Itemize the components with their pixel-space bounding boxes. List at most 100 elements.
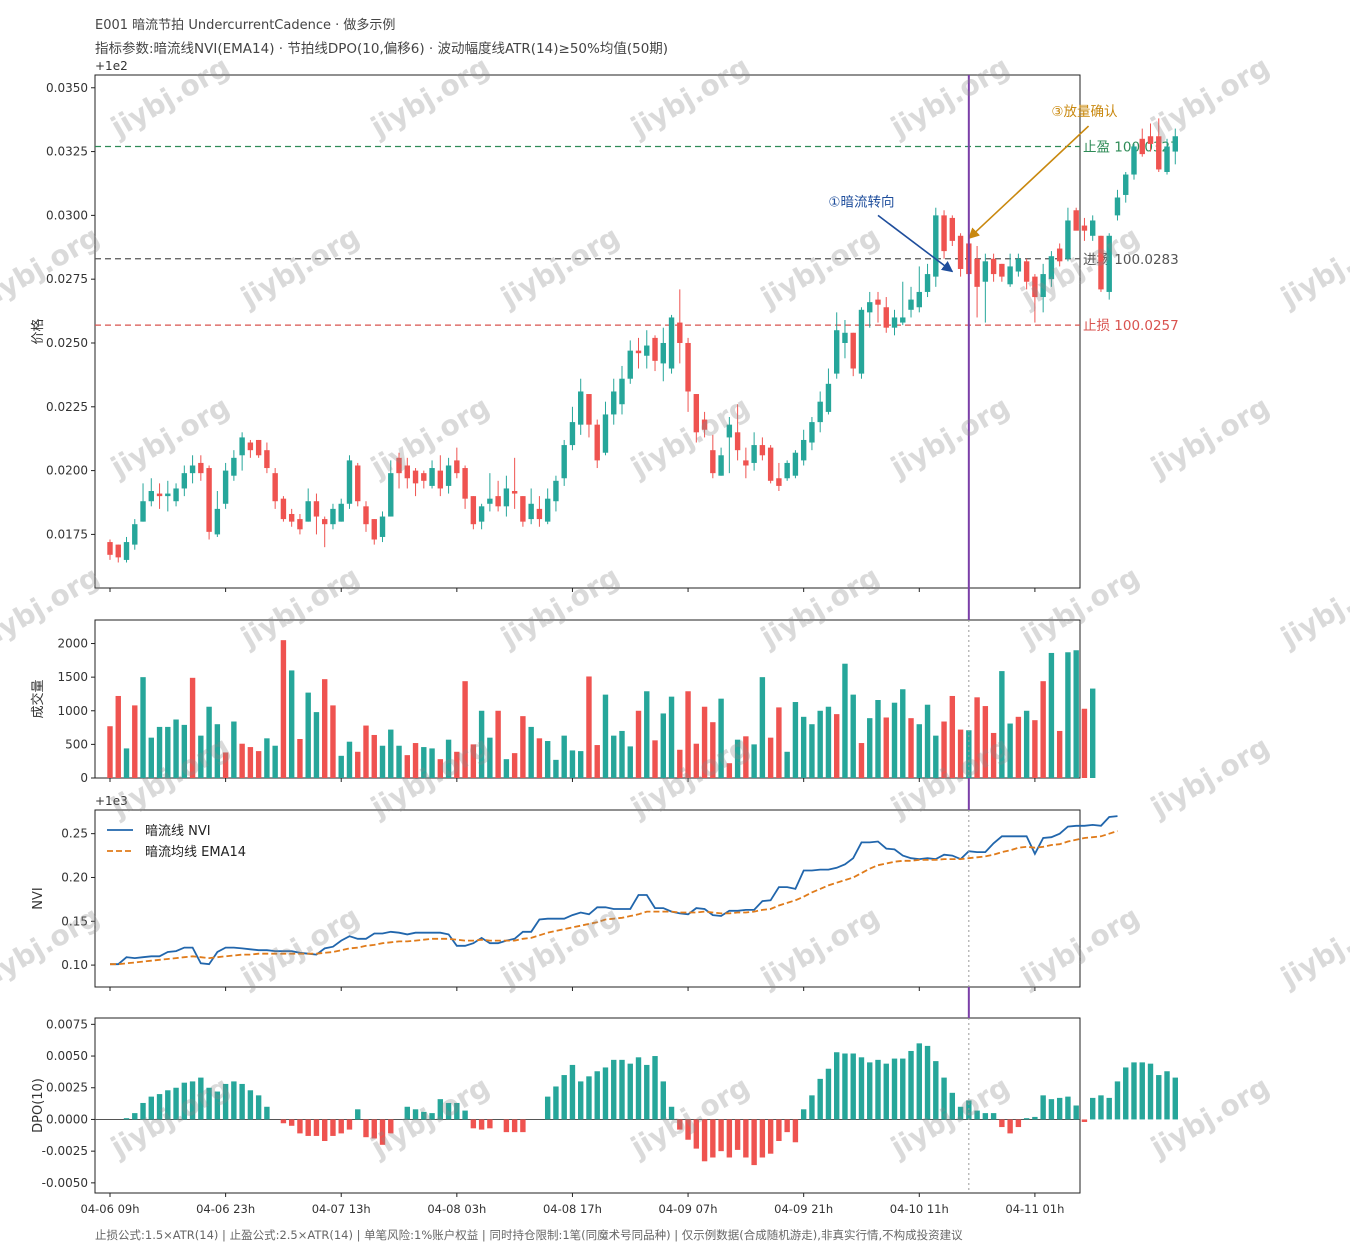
dpo-bar [239,1083,245,1120]
dpo-bar [470,1119,477,1129]
volume-bar [817,710,823,778]
candle-body [974,258,980,287]
candle-body [288,513,295,522]
dpo-bar [982,1113,989,1120]
y-tick-label: 0.0000 [46,1112,88,1126]
candle-body [338,503,344,522]
volume-bar [355,751,361,778]
candle-body [900,317,906,323]
candle-body [173,488,179,502]
dpo-bar [222,1083,229,1120]
volume-bar [206,706,212,778]
price-panel: 0.0175 0.0200 0.0225 0.0250 0.0275 0.0300 0.03… [30,59,1179,592]
dpo-bar [701,1119,708,1162]
dpo-bar [1056,1097,1063,1120]
volume-bar [140,677,146,778]
volume-bar [602,694,609,778]
dpo-bar [429,1113,435,1120]
candle-body [809,422,815,443]
dpo-bar [1065,1096,1071,1120]
volume-bar [883,717,889,778]
volume-bar [726,763,733,778]
volume-bar [520,716,526,778]
volume-bar [495,710,501,778]
dpo-bar [619,1059,625,1120]
watermark-text: jiybj.org [1274,560,1350,654]
watermark-text: jiybj.org [884,50,1015,144]
dpo-bar [924,1045,931,1120]
dpo-bar [1123,1067,1129,1120]
volume-bar [611,735,617,778]
dpo-bar [165,1090,171,1120]
volume-bar [916,724,922,778]
candle-body [1015,258,1022,272]
watermark-text: jiybj.org [754,560,885,654]
volume-bar [619,730,625,778]
y-tick-label: -0.0050 [42,1176,88,1190]
price-offset-label: +1e2 [95,59,128,73]
nvi-series-line [110,830,1118,966]
volume-bar [544,741,551,778]
candle-body [652,337,658,361]
watermark-text: jiybj.org [1274,220,1350,314]
candle-body [222,470,229,504]
volume-bar [1048,652,1055,778]
volume-bar [982,706,989,778]
watermark-text: jiybj.org [1144,1070,1275,1164]
candle-body [1131,146,1137,175]
dpo-bar [957,1106,964,1120]
volume-bar [792,702,799,778]
volume-bar [338,755,344,778]
candle-body [255,439,262,456]
candle-body [148,491,154,502]
dpo-panel: -0.0050 -0.0025 0.0000 0.0025 0.0050 0.0075 DP… [31,1017,1178,1216]
candle-body [495,496,501,507]
volume-bar [1090,688,1096,778]
volume-bar [313,712,320,778]
candle-body [668,317,675,369]
y-tick-label: 0.0250 [46,336,88,350]
candle-body [355,465,361,502]
annotation-arrow [968,125,1090,240]
volume-bar [1081,708,1088,778]
volume-bar [718,698,724,778]
strategy-name: 暗流节拍 [132,18,185,33]
volume-bar [594,745,600,778]
dpo-bar [1139,1062,1145,1120]
volume-bar [677,749,683,778]
volume-bar [941,721,947,778]
y-tick-label: 0.0225 [46,400,88,414]
candle-body [1164,146,1170,172]
dpo-bar [685,1119,691,1140]
level-label: 止盈 100.0327 [1083,139,1179,155]
volume-y-axis-label: 成交量 [30,679,46,718]
dpo-bar [1090,1097,1096,1120]
volume-bar [388,729,394,778]
volume-bar [1073,650,1079,778]
volume-bar [809,724,815,778]
watermark-text: jiybj.org [364,1070,495,1164]
volume-bar [701,706,708,778]
chart-title: E001 暗流节拍 UndercurrentCadence · 做多示例 [95,14,395,33]
volume-bar [668,696,675,778]
candle-body [883,307,889,328]
volume-panel: 0 500 1000 1500 2000 成交量 [30,619,1096,785]
dpo-bar [602,1067,609,1120]
volume-bar [949,695,956,778]
candle-body [503,488,510,507]
watermark-text: jiybj.org [494,220,625,314]
dpo-bar [544,1096,551,1120]
volume-bar [553,759,559,778]
candle-body [734,432,741,451]
dpo-bar [792,1119,799,1143]
dpo-bar [462,1110,468,1120]
strategy-suffix: 做多示例 [343,18,396,33]
candle-body [231,457,237,476]
watermark-text: jiybj.org [0,900,105,994]
volume-bar [305,692,311,778]
volume-bar [767,737,774,778]
candle-body [875,299,881,305]
candle-body [1023,261,1030,282]
candle-body [156,493,163,497]
dpo-bar [842,1053,848,1120]
